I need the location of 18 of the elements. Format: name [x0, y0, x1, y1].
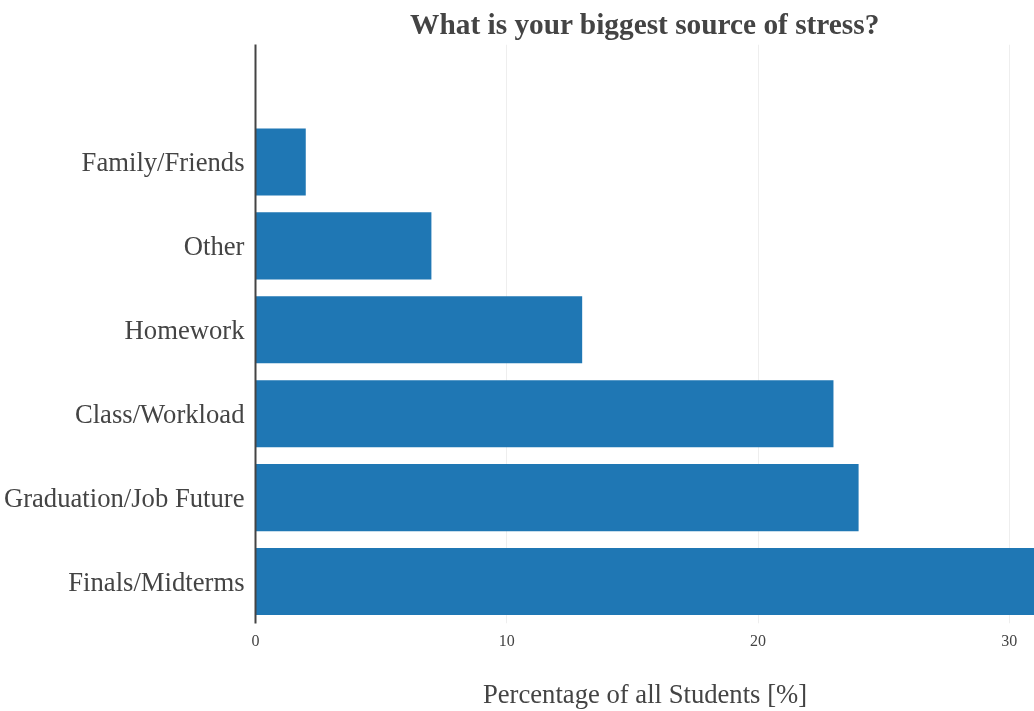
x-axis-title: Percentage of all Students [%] [482, 678, 808, 709]
x-tick-label: 30 [1001, 631, 1018, 649]
y-tick-label: Graduation/Job Future [3, 482, 245, 513]
y-tick-label: Finals/Midterms [68, 566, 245, 597]
x-tick-label: 0 [251, 631, 260, 649]
y-tick-label: Other [183, 230, 245, 261]
x-tick-label: 20 [750, 631, 767, 649]
chart-title: What is your biggest source of stress? [410, 7, 880, 40]
bar [255, 296, 583, 364]
bar [255, 380, 834, 448]
y-tick-label: Family/Friends [81, 146, 245, 177]
y-tick-label: Class/Workload [74, 398, 245, 429]
x-tick-label: 10 [498, 631, 515, 649]
bar [255, 464, 859, 532]
bar [255, 547, 1034, 616]
y-tick-label: Homework [124, 314, 246, 345]
bar [255, 212, 432, 280]
bar [255, 128, 306, 196]
